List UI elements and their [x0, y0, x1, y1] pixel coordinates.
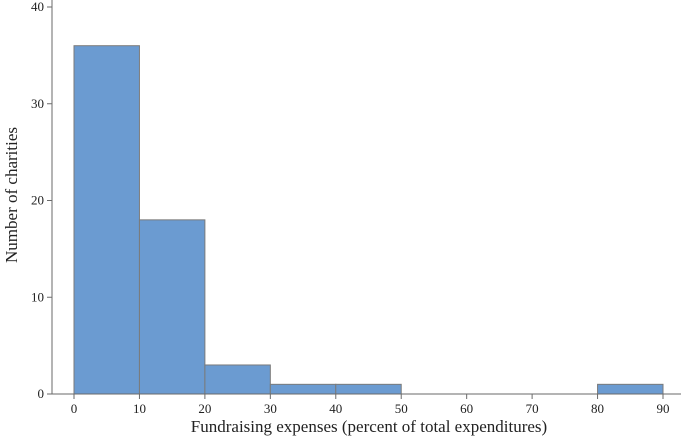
- histogram-bar-2: [204, 364, 271, 395]
- x-tick-label: 50: [395, 401, 408, 416]
- x-tick-label: 10: [133, 401, 146, 416]
- bars-group: [73, 45, 664, 395]
- histogram-bar-4: [335, 383, 402, 395]
- x-ticks-group: 0 10 20 30 40 50 60 70 80 90: [71, 394, 670, 416]
- histogram-bar-8: [597, 383, 664, 395]
- x-tick-label: 0: [71, 401, 78, 416]
- x-tick-label: 20: [198, 401, 211, 416]
- y-tick-label: 0: [38, 386, 45, 401]
- histogram-bar-0: [73, 45, 140, 395]
- x-axis-title: Fundraising expenses (percent of total e…: [191, 417, 547, 436]
- y-tick-label: 20: [31, 193, 44, 208]
- x-tick-label: 70: [526, 401, 539, 416]
- y-tick-label: 10: [31, 289, 44, 304]
- x-tick-label: 80: [591, 401, 604, 416]
- x-tick-label: 40: [329, 401, 342, 416]
- x-tick-label: 30: [264, 401, 277, 416]
- histogram-bar-3: [269, 383, 337, 395]
- x-tick-label: 60: [460, 401, 473, 416]
- y-axis-title: Number of charities: [2, 127, 21, 263]
- histogram-bar-1: [138, 219, 206, 395]
- y-tick-label: 30: [31, 96, 44, 111]
- y-tick-label: 40: [31, 0, 44, 14]
- x-tick-label: 90: [657, 401, 670, 416]
- y-ticks-group: 0 10 20 30 40: [31, 0, 52, 401]
